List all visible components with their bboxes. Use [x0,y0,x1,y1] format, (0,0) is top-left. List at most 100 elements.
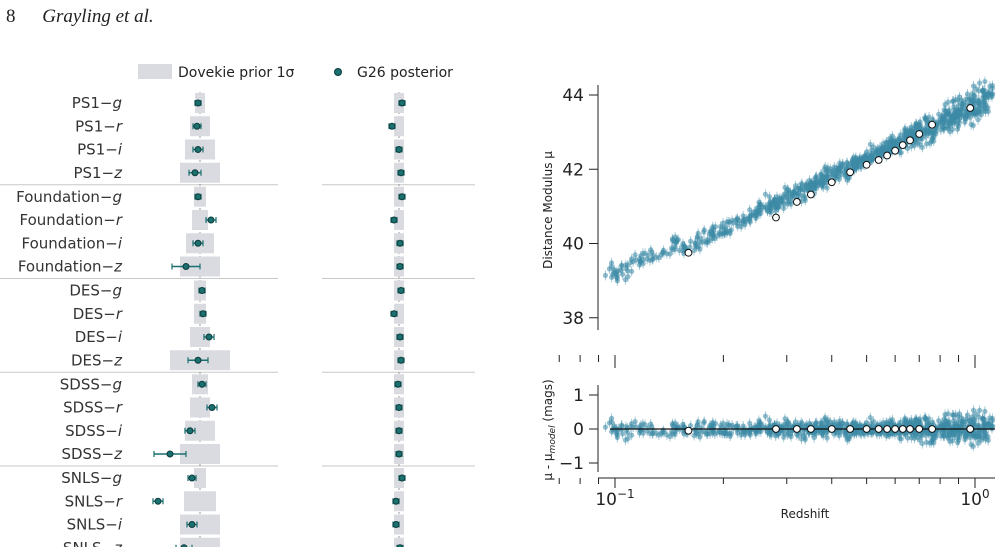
residual-point [792,419,799,425]
posterior-point-col1 [188,474,196,482]
posterior-point-col2 [396,239,404,247]
hubble-point [919,144,925,150]
hubble-point [747,214,753,220]
hubble-point [608,260,615,266]
residual-point [947,438,953,445]
residual-point [926,416,932,422]
hubble-point [704,239,710,245]
residual-point [738,429,745,435]
hubble-point [969,98,976,105]
residual-point [983,431,989,437]
residual-point [717,422,724,429]
hubble-point [611,267,617,273]
residual-point [823,430,829,436]
residual-point [978,437,984,443]
hubble-point [610,271,616,278]
band-label: Foundation−r [20,211,123,229]
hubble-point [827,166,833,172]
residual-point [956,411,963,417]
hubble-point [620,271,626,277]
hubble-point [851,155,857,161]
band-label: Foundation−z [18,258,123,276]
residual-point [620,431,626,437]
residual-point [982,420,988,426]
residual-point [942,411,948,418]
residual-point [704,431,710,437]
hubble-point [841,164,847,170]
posterior-point-col2 [390,310,398,318]
hubble-point [930,135,936,141]
hubble-point [740,213,746,219]
hubble-point [629,268,635,274]
residual-point [988,423,994,429]
band-label: Foundation−i [22,234,123,252]
residual-point [954,440,961,446]
hubble-point [877,144,883,150]
residual-binned-point [906,425,914,433]
residual-point [827,419,833,425]
residual-binned-point [772,425,780,433]
page-header: 8 Grayling et al. [6,6,154,28]
hubble-point [728,227,734,233]
posterior-point-col2 [396,544,404,547]
hubble-point [780,194,786,200]
residual-point [722,427,728,433]
residual-point [710,428,716,434]
hubble-point [951,104,957,110]
posterior-point-col1 [199,310,207,318]
hubble-y-tick-label: 40 [562,235,584,255]
residual-point [625,435,631,442]
prior-band-col1 [180,444,220,464]
residual-x-tick-label: 10−1 [595,487,634,510]
hubble-point [976,80,983,86]
residual-point [831,419,837,425]
residual-point [915,434,921,441]
hubble-point [650,252,656,258]
hubble-point [660,247,667,254]
residual-point [602,424,609,430]
hubble-point [982,98,988,105]
hubble-point [881,144,888,150]
page-authors: Grayling et al. [42,6,154,27]
legend-prior-swatch [138,64,172,79]
residual-y-tick-label: −1 [559,454,584,474]
band-label: SNLS−r [65,492,123,510]
hubble-binned-point [772,213,780,222]
prior-band-col1 [194,468,206,488]
residual-point [740,423,746,429]
hubble-point [637,258,643,264]
residual-point [672,431,678,438]
hubble-point [964,91,971,97]
residual-point [939,420,945,427]
residual-point [953,423,959,429]
prior-band-col2 [394,303,404,324]
hubble-point [915,140,921,146]
hubble-point [831,164,837,170]
page-number: 8 [6,6,16,27]
hubble-y-tick-label: 42 [562,160,584,180]
band-label: DES−g [69,282,122,300]
residual-point [898,436,904,442]
residual-binned-point [792,425,801,433]
posterior-point-col1 [194,239,202,247]
posterior-point-col1 [207,216,215,224]
band-label: DES−r [73,305,123,323]
prior-band-col2 [394,116,404,137]
posterior-point-col2 [388,122,396,130]
hubble-point [853,164,859,171]
hubble-point [974,109,980,116]
hubble-point [701,229,707,235]
posterior-point-col2 [392,497,400,505]
hubble-point [763,204,769,211]
hubble-point [898,150,904,156]
hubble-point [687,244,693,250]
hubble-point [798,180,804,187]
hubble-binned-point [827,178,836,187]
band-label: SNLS−i [67,516,123,534]
hubble-point [762,191,769,197]
hubble-point [975,99,981,106]
residual-point [656,432,662,438]
hubble-point [922,127,929,134]
residual-point [813,420,820,426]
hubble-point [980,108,986,114]
